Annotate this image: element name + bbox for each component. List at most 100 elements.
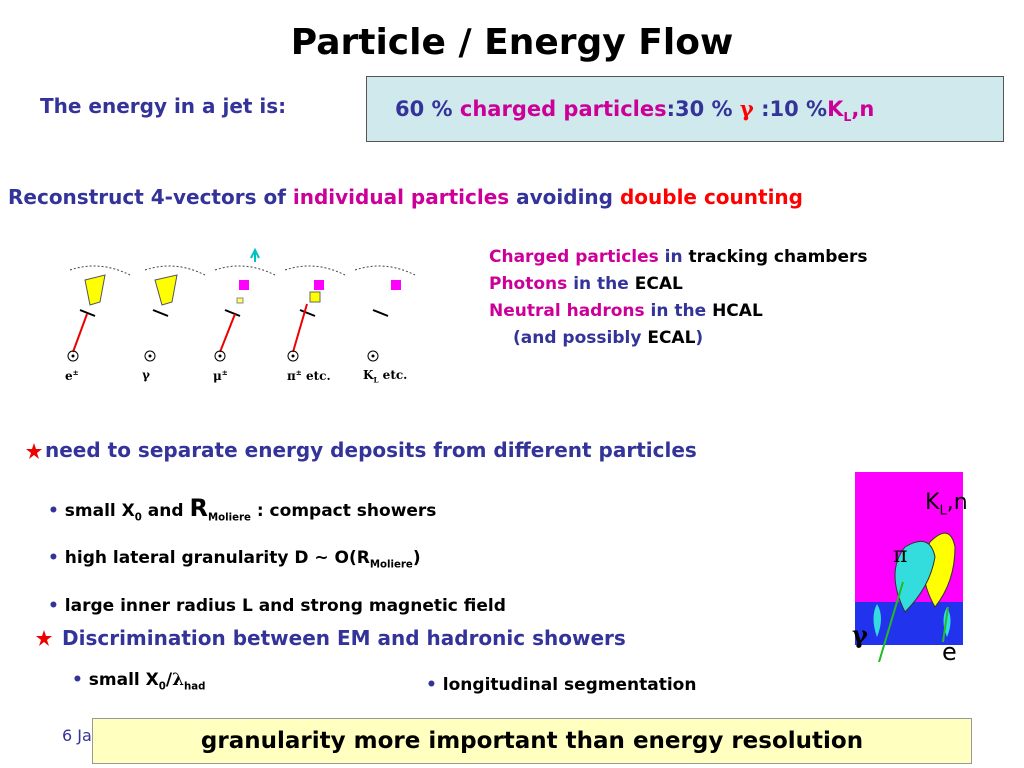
shape: Photons in the ECAL	[489, 271, 868, 298]
particle-label: e±	[65, 368, 79, 383]
shape	[236, 297, 244, 304]
text-run: individual particles	[292, 185, 510, 209]
text-run: large inner radius L and strong magnetic…	[64, 595, 506, 616]
banner-box	[92, 718, 972, 764]
text-run: Moliere	[207, 512, 251, 524]
shape	[36, 630, 52, 646]
text-run: )	[695, 328, 704, 348]
shape: Neutral hadrons in the HCAL	[489, 298, 868, 325]
shape: •	[48, 595, 65, 616]
text-run: L	[843, 109, 852, 125]
shape: Charged particles in tracking chambers	[489, 244, 868, 271]
shape	[144, 350, 156, 362]
particle-label: μ±	[213, 368, 228, 383]
detector-diagram	[67, 247, 416, 362]
fraction-box	[366, 76, 1004, 142]
bullet-2b: • longitudinal segmentation	[426, 675, 696, 695]
shape	[942, 606, 949, 643]
text-run: in	[658, 247, 689, 267]
footer-date: 6 Ja	[62, 726, 92, 745]
text-run: charged particles	[459, 97, 667, 121]
shape	[367, 350, 379, 362]
text-run: L	[373, 375, 379, 385]
particle-label: π± etc.	[287, 368, 331, 383]
shape: • small X0 and RMoliere : compact shower…	[48, 488, 506, 538]
text-run: etc.	[301, 369, 331, 383]
shape	[79, 309, 96, 317]
section-2: Discrimination between EM and hadronic s…	[62, 626, 626, 650]
text-run: K	[925, 490, 940, 515]
shape	[154, 274, 178, 306]
text-run: e	[65, 369, 73, 383]
text-run: λ	[172, 670, 185, 690]
shape: (and possibly ECAL)	[489, 325, 868, 352]
bullets-1: • small X0 and RMoliere : compact shower…	[48, 488, 506, 627]
text-run: ±	[295, 368, 302, 377]
shape	[894, 540, 936, 613]
shape	[878, 581, 904, 662]
reconstruct: Reconstruct 4-vectors of individual part…	[8, 185, 803, 209]
text-run: 0	[134, 512, 142, 524]
shape	[239, 280, 249, 290]
text-run: ECAL	[634, 274, 683, 294]
text-run: Moliere	[369, 559, 413, 571]
text-run: small X	[64, 501, 135, 521]
text-run: R	[189, 494, 208, 522]
shape	[69, 265, 131, 276]
shape	[69, 265, 416, 276]
text-run: K	[827, 97, 844, 121]
shape	[71, 354, 75, 358]
text-run: 60 %	[395, 97, 460, 121]
text-run: : compact showers	[250, 501, 437, 521]
text-run: had	[184, 681, 206, 693]
shape	[372, 309, 389, 317]
bullet-2a: • small X0/λhad	[72, 670, 205, 692]
text-run: small X	[88, 670, 159, 690]
star-icon	[36, 630, 52, 646]
shape	[371, 354, 375, 358]
shape	[67, 350, 79, 362]
shape: • high lateral granularity D ~ O(RMolier…	[48, 538, 506, 585]
shape	[219, 313, 236, 353]
shape	[391, 280, 401, 290]
text-run: γ	[142, 368, 150, 382]
shape	[152, 309, 169, 317]
text-run: HCAL	[712, 301, 763, 321]
text-run: ±	[72, 368, 79, 377]
figure-gamma: γ	[852, 620, 868, 649]
text-run: π	[287, 369, 296, 383]
shape	[250, 247, 260, 262]
text-run: ±	[221, 368, 228, 377]
figure-kl: KL,n	[925, 490, 968, 518]
shape	[284, 265, 346, 276]
shape	[26, 443, 42, 459]
figure-e: e	[942, 638, 957, 666]
shape: •	[48, 548, 65, 569]
shower-figure	[855, 472, 963, 662]
star-icon	[26, 443, 42, 459]
text-run: μ	[213, 369, 222, 383]
shape	[72, 303, 308, 353]
shape	[214, 265, 276, 276]
shape: •	[72, 670, 89, 690]
particle-label: γ	[142, 368, 150, 382]
shape	[72, 313, 88, 353]
text-run: high lateral granularity D ~ O(R	[64, 548, 370, 569]
shape	[148, 354, 152, 358]
text-run: double counting	[619, 185, 803, 209]
text-run: tracking chambers	[688, 247, 868, 267]
energy-label: The energy in a jet is:	[40, 94, 287, 118]
text-run: γ	[739, 96, 754, 121]
text-run: and	[141, 501, 190, 521]
shape	[299, 309, 316, 317]
section-1: need to separate energy deposits from di…	[45, 438, 697, 462]
text-run: )	[412, 548, 421, 569]
shape	[218, 354, 222, 358]
particle-label: KL etc.	[363, 368, 407, 384]
text-run: in the	[567, 274, 635, 294]
banner: granularity more important than energy r…	[200, 728, 864, 754]
text-run: L	[939, 503, 947, 519]
figure-pi: π	[893, 543, 908, 568]
shape	[67, 350, 379, 362]
